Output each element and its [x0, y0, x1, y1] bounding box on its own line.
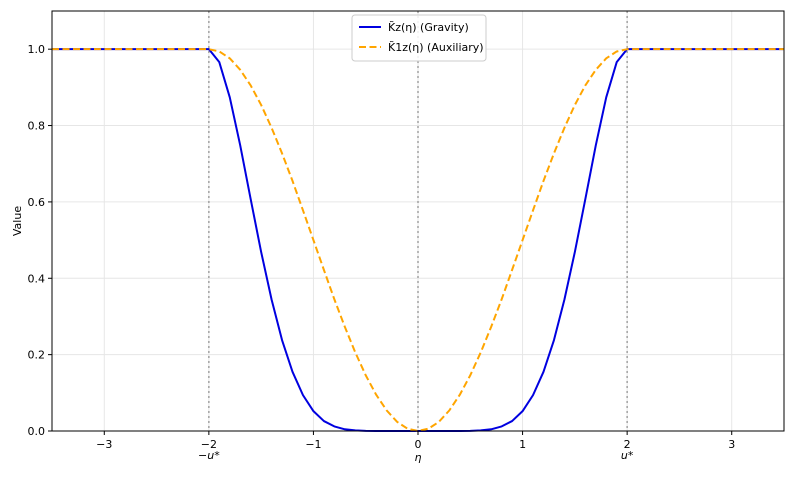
- y-tick-label: 1.0: [28, 43, 46, 56]
- x-tick-label: 1: [519, 438, 526, 451]
- y-tick-label: 0.8: [28, 120, 46, 133]
- y-tick-label: 0.0: [28, 425, 46, 438]
- legend-entry-0: K̃z(η) (Gravity): [388, 21, 469, 34]
- x-tick-label: −1: [305, 438, 321, 451]
- legend-entry-1: K̃1z(η) (Auxiliary): [388, 41, 484, 54]
- legend: K̃z(η) (Gravity) K̃1z(η) (Auxiliary): [351, 14, 487, 62]
- x-tick-label: −2: [201, 438, 217, 451]
- x-axis-label: η: [415, 451, 422, 464]
- x-axis-ticks: −3 −2 −1 0 1 2 3: [96, 431, 735, 451]
- y-tick-label: 0.6: [28, 196, 46, 209]
- x-tick-label: 0: [415, 438, 422, 451]
- y-tick-label: 0.4: [28, 272, 46, 285]
- legend-box: [351, 14, 487, 62]
- y-axis-ticks: 0.0 0.2 0.4 0.6 0.8 1.0: [28, 43, 52, 438]
- reference-line-label: u*: [621, 449, 634, 462]
- y-tick-label: 0.2: [28, 349, 46, 362]
- y-axis-label: Value: [11, 206, 24, 236]
- reference-lines: [208, 11, 628, 431]
- reference-line-labels: −u* u*: [198, 449, 634, 462]
- x-tick-label: −3: [96, 438, 112, 451]
- series-line-1: [52, 48, 784, 432]
- x-tick-label: 2: [624, 438, 631, 451]
- reference-line-label: −u*: [198, 449, 220, 462]
- x-tick-label: 3: [728, 438, 735, 451]
